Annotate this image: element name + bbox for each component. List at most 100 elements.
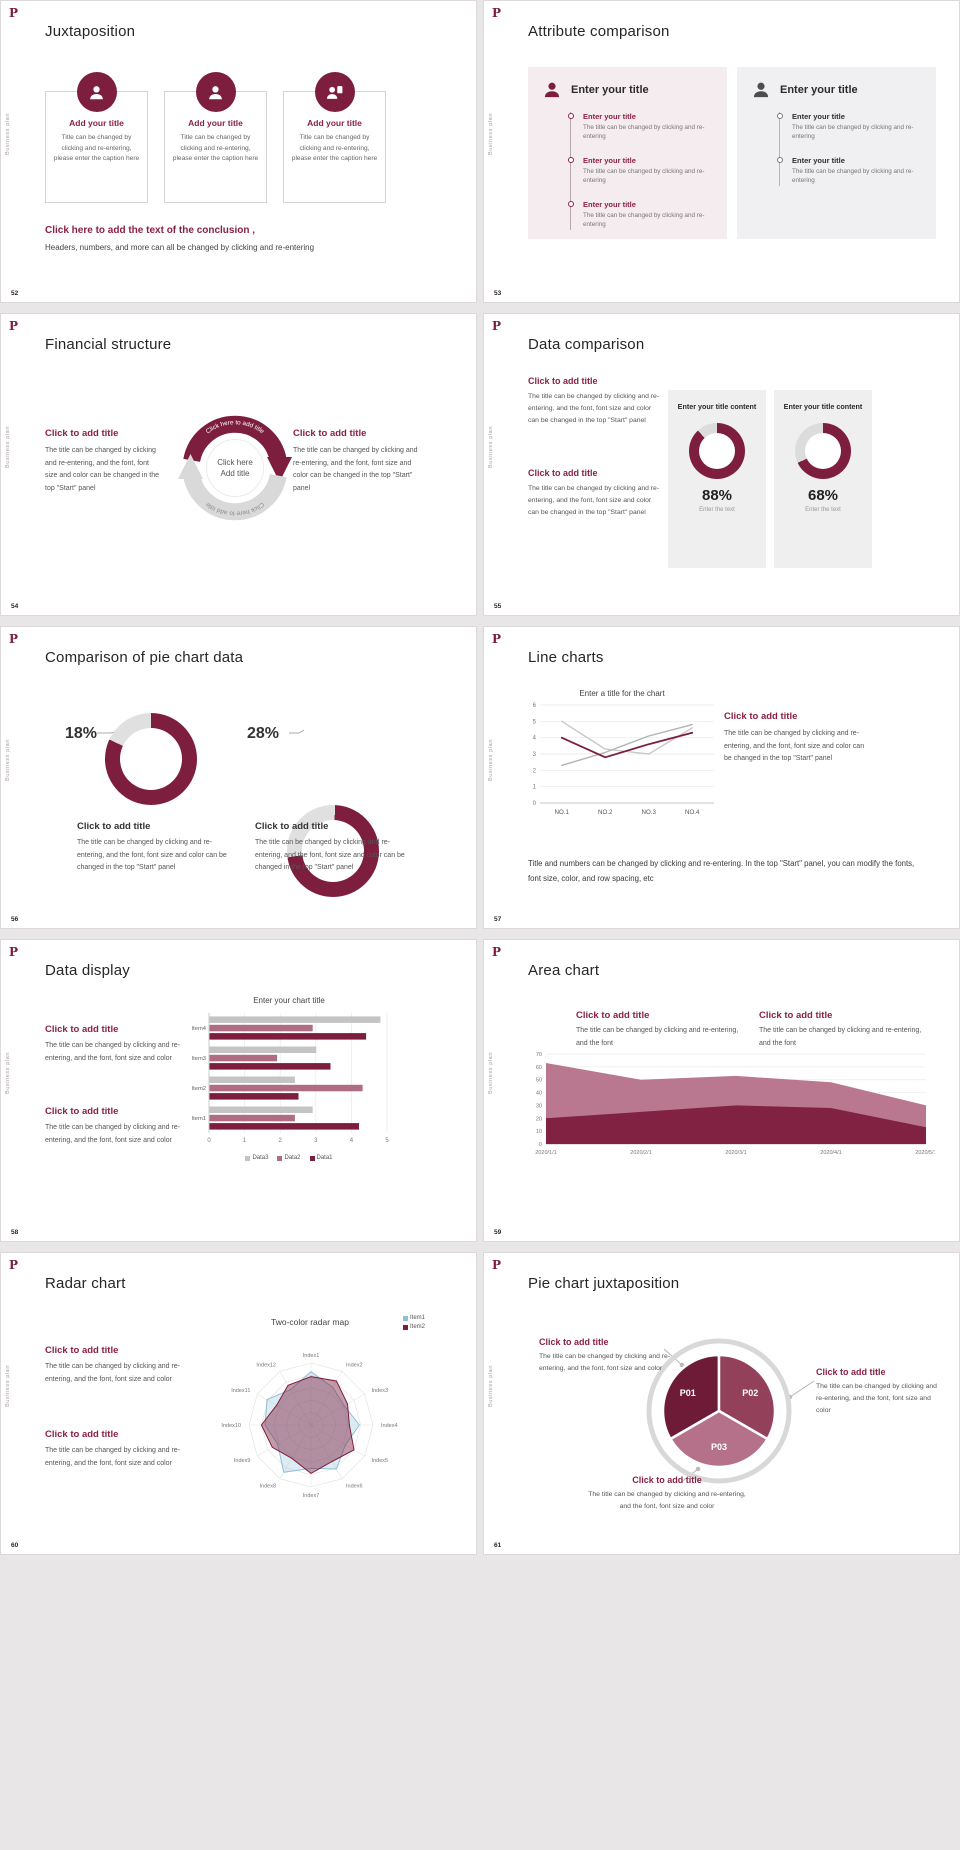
slide-title: Line charts [528,649,604,666]
legend-swatch [277,1155,283,1161]
item-heading: Enter your title [583,155,636,165]
svg-text:Index3: Index3 [372,1388,389,1394]
stat-panel: Enter your title content 68% Enter the t… [774,390,872,568]
legend-item: Data3 [245,1155,268,1161]
slide-number: 60 [11,1542,19,1549]
cycle-center-line2: Add title [221,469,250,478]
logo-icon: P [9,945,19,959]
legend-swatch [403,1315,408,1321]
block-text: The title can be changed by clicking and… [576,1027,739,1047]
svg-text:4: 4 [533,736,537,742]
card-caption: Title can be changed by clicking and re-… [53,134,140,163]
chart-title: Enter your chart title [253,996,325,1005]
svg-text:70: 70 [536,1052,542,1058]
percent-callout: 18% [65,725,98,742]
block-heading: Click to add title [45,1429,119,1440]
chart-legend: Item1 Item2 [403,1315,425,1330]
svg-text:2020/5/1: 2020/5/1 [915,1150,935,1156]
slide-number: 55 [494,603,502,610]
panel-header: Enter your title [542,80,713,100]
card: Add your title Title can be changed by c… [45,72,148,203]
item-heading: Enter your title [583,199,636,209]
text-block: Click to add title The title can be chan… [45,1345,189,1386]
left-text-block: Click to add title The title can be chan… [45,428,163,495]
slide-thumbnail-59[interactable]: P Business plan 59 Area chart Click to a… [483,939,960,1242]
logo-icon: P [9,632,19,646]
line-chart-container: Enter a title for the chart 0 1 2 3 4 5 6 NO.1 N… [524,689,720,826]
block-text: The title can be changed by clicking and… [45,1363,181,1383]
slide-title: Juxtaposition [45,23,136,40]
slide-thumbnail-56[interactable]: P Business plan 56 Comparison of pie cha… [0,626,477,929]
slide-thumbnail-58[interactable]: P Business plan 58 Data display Click to… [0,939,477,1242]
panel-title: Enter your title content [783,402,863,411]
svg-text:60: 60 [536,1065,542,1071]
sidebar-vertical-label: Business plan [5,1052,11,1095]
slide-number: 54 [11,603,19,610]
svg-text:Item4: Item4 [192,1026,207,1032]
svg-text:3: 3 [533,752,537,758]
item-caption: The title can be changed by clicking and… [583,211,705,229]
percent-value: 68% [807,486,839,504]
card-caption: Title can be changed by clicking and re-… [291,134,378,163]
svg-text:2: 2 [533,768,537,774]
pie-chart: P01 P02 P03 [646,1338,792,1484]
legend-item: Item1 [403,1315,425,1321]
svg-text:50: 50 [536,1078,542,1084]
slide-thumbnail-61[interactable]: P Business plan 61 Pie chart juxtapositi… [483,1252,960,1555]
cycle-arc-top [183,415,287,463]
text-block: Click to add title The title can be chan… [582,1475,752,1513]
cycle-arc-bottom [183,473,287,521]
avatar-icon [195,72,236,112]
block-heading: Click to add title [759,1010,833,1021]
svg-text:0: 0 [539,1142,542,1148]
area-chart: 0 10 20 30 40 50 60 70 2020/1/1 2020/2/1 2020/3/1 2… [535,1052,935,1156]
block-heading: Click to add title [724,711,798,722]
svg-text:NO.2: NO.2 [598,809,613,816]
legend-swatch [309,1155,315,1161]
avatar-icon [76,72,117,112]
sidebar-vertical-label: Business plan [5,426,11,469]
conclusion-title: Click here to add the text of the conclu… [45,225,256,236]
slide-thumbnail-57[interactable]: P Business plan 57 Line charts Enter a t… [483,626,960,929]
timeline-item: Enter your title The title can be change… [568,112,713,142]
svg-text:Index5: Index5 [372,1458,389,1464]
svg-text:Index12: Index12 [256,1362,276,1368]
block-text: The title can be changed by clicking and… [45,1042,181,1062]
sidebar-vertical-label: Business plan [488,426,494,469]
legend-item: Data1 [309,1155,333,1161]
slide-thumbnail-53[interactable]: P Business plan 53 Attribute comparison … [483,0,960,303]
cycle-diagram: Click here to add title Click here to ad… [178,415,292,521]
text-block: Click to add title The title can be chan… [528,376,662,428]
sidebar-vertical-label: Business plan [5,1365,11,1408]
svg-text:NO.4: NO.4 [685,809,700,816]
block-heading: Click to add title [816,1367,886,1377]
legend-label: Item2 [410,1324,426,1330]
block-heading: Click to add title [45,1024,119,1035]
block-heading: Click to add title [45,428,119,439]
svg-text:5: 5 [385,1138,389,1144]
block-heading: Click to add title [77,821,151,832]
donut-chart [105,713,197,805]
legend-item: Item2 [403,1324,425,1330]
svg-text:NO.1: NO.1 [555,809,570,816]
text-block: Click to add title The title can be chan… [45,1429,189,1470]
svg-text:Item2: Item2 [192,1086,207,1092]
text-block: Click to add title The title can be chan… [724,711,870,766]
comparison-panels: Enter your title Enter your title The ti… [528,67,936,239]
slide-thumbnail-55[interactable]: P Business plan 55 Data comparison Click… [483,313,960,616]
sidebar-vertical-label: Business plan [488,1052,494,1095]
slide-thumbnail-52[interactable]: P Business plan 52 Juxtaposition Add you… [0,0,477,303]
slide-thumbnail-54[interactable]: P Business plan 54 Financial structure C… [0,313,477,616]
block-text: The title can be changed by clicking and… [255,839,405,872]
panel-caption: Enter the text [805,506,841,513]
svg-text:Index7: Index7 [303,1493,320,1499]
timeline: Enter your title The title can be change… [568,112,713,230]
svg-text:Item3: Item3 [192,1056,207,1062]
block-heading: Click to add title [255,821,329,832]
slide-thumbnail-60[interactable]: P Business plan 60 Radar chart Click to … [0,1252,477,1555]
slide-number: 53 [494,290,502,297]
block-heading: Click to add title [539,1337,609,1347]
block-text: The title can be changed by clicking and… [45,1447,181,1467]
chart-title: Two-color radar map [271,1317,349,1327]
logo-icon: P [9,1258,19,1272]
